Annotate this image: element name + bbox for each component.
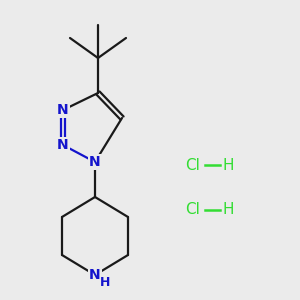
- Text: N: N: [89, 268, 101, 282]
- Text: H: H: [222, 202, 233, 217]
- Text: H: H: [222, 158, 233, 172]
- Text: N: N: [57, 138, 69, 152]
- Text: Cl: Cl: [185, 158, 200, 172]
- Text: N: N: [89, 155, 101, 169]
- Text: N: N: [57, 103, 69, 117]
- Text: H: H: [100, 277, 110, 290]
- Text: Cl: Cl: [185, 202, 200, 217]
